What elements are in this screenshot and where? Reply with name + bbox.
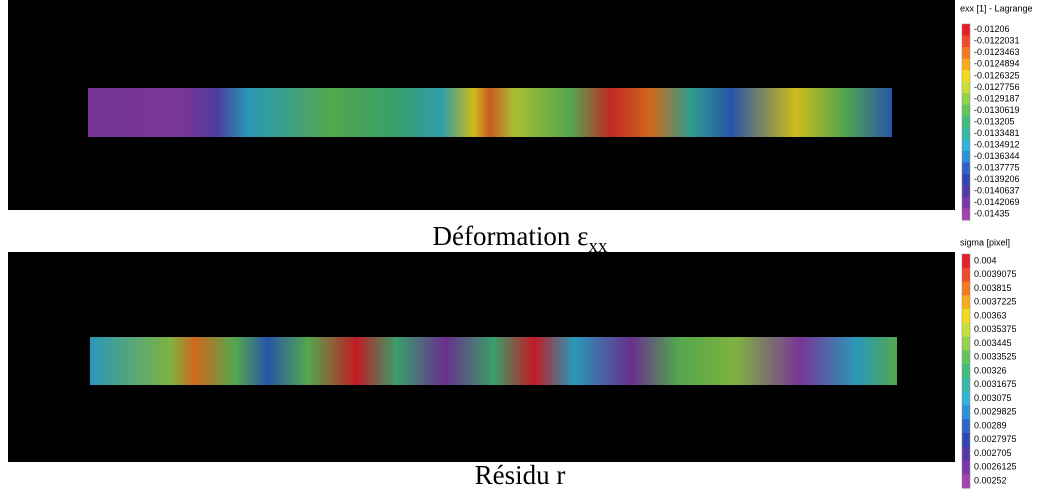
- colorbar-label: 0.00289: [974, 420, 1007, 430]
- colorbar-title: exx [1] - Lagrange: [960, 3, 1033, 13]
- colorbar-swatch: [962, 127, 970, 140]
- colorbar-swatch: [962, 173, 970, 186]
- caption-subscript: xx: [589, 236, 609, 257]
- colorbar-label: 0.0026125: [974, 462, 1017, 472]
- colorbar-swatch: [962, 47, 970, 60]
- colorbar-label: 0.0035375: [974, 324, 1017, 334]
- colorbar-swatch: [962, 267, 970, 283]
- colorbar-label: 0.0031675: [974, 379, 1017, 389]
- colorbar-label: 0.0039075: [974, 269, 1017, 279]
- colorbar-swatch: [962, 446, 970, 461]
- colorbar-swatch: [962, 405, 970, 420]
- colorbar-swatch: [962, 309, 970, 324]
- colorbar-label: -0.0134912: [974, 139, 1020, 149]
- colorbar-label: 0.004: [974, 255, 997, 265]
- colorbar-swatch: [962, 474, 970, 489]
- colorbar-swatch: [962, 336, 970, 351]
- colorbar-label: 0.002705: [974, 448, 1012, 458]
- colorbar-label: -0.0139206: [974, 174, 1020, 184]
- colorbar-swatch: [962, 24, 970, 37]
- colorbar-swatch: [962, 150, 970, 163]
- colorbar-swatch: [962, 419, 970, 434]
- colorbar-label: -0.0140637: [974, 186, 1020, 196]
- colorbar-label: -0.0124894: [974, 59, 1020, 69]
- colorbar-swatch: [962, 58, 970, 71]
- strain-overlay: [88, 88, 892, 137]
- colorbar-label: -0.01206: [974, 24, 1010, 34]
- colorbar-label: -0.01435: [974, 209, 1010, 219]
- colorbar-label: -0.0127756: [974, 82, 1020, 92]
- colorbar-swatch: [962, 185, 970, 198]
- colorbar-label: -0.013205: [974, 116, 1015, 126]
- colorbar-swatch: [962, 295, 970, 310]
- colorbar-swatch: [962, 391, 970, 406]
- colorbar-label: 0.003075: [974, 393, 1012, 403]
- colorbar-swatch: [962, 281, 970, 296]
- colorbar-frame: [961, 23, 971, 221]
- colorbar-label: -0.0133481: [974, 128, 1020, 138]
- colorbar-swatch: [962, 162, 970, 175]
- colorbar-label: 0.003445: [974, 338, 1012, 348]
- colorbar-label: 0.003815: [974, 283, 1012, 293]
- colorbar-swatch: [962, 364, 970, 379]
- colorbar-swatch: [962, 35, 970, 48]
- residual-overlay: [90, 337, 897, 385]
- caption: Résidu r: [475, 460, 566, 490]
- colorbar-label: 0.0033525: [974, 352, 1017, 362]
- colorbar-label: -0.0123463: [974, 47, 1020, 57]
- colorbar-swatch: [962, 460, 970, 475]
- colorbar-label: -0.0126325: [974, 70, 1020, 80]
- colorbar-swatch: [962, 93, 970, 106]
- colorbar-swatch: [962, 116, 970, 129]
- colorbar-label: 0.0029825: [974, 407, 1017, 417]
- colorbar-label: 0.00363: [974, 310, 1007, 320]
- colorbar-title: sigma [pixel]: [960, 237, 1010, 247]
- colorbar-label: -0.0122031: [974, 36, 1020, 46]
- colorbar-swatch: [962, 81, 970, 94]
- colorbar: exx [1] - Lagrange-0.01206-0.0122031-0.0…: [960, 3, 1033, 221]
- colorbar-swatch: [962, 208, 970, 221]
- colorbar-label: -0.0137775: [974, 162, 1020, 172]
- colorbar-swatch: [962, 70, 970, 83]
- colorbar-swatch: [962, 322, 970, 338]
- colorbar-label: 0.00252: [974, 475, 1007, 485]
- caption: Déformation εxx: [432, 221, 608, 257]
- colorbar-swatch: [962, 377, 970, 393]
- colorbar-label: -0.0142069: [974, 197, 1020, 207]
- colorbar-swatch: [962, 139, 970, 152]
- colorbar-swatch: [962, 254, 970, 269]
- colorbar-label: 0.0037225: [974, 297, 1017, 307]
- colorbar-label: -0.0129187: [974, 93, 1020, 103]
- colorbar: sigma [pixel] 0.004 0.0039075 0.003815 0.003…: [960, 237, 1017, 489]
- colorbar-label: -0.0130619: [974, 105, 1020, 115]
- colorbar-swatch: [962, 196, 970, 209]
- colorbar-label: 0.0027975: [974, 434, 1017, 444]
- colorbar-swatch: [962, 432, 970, 448]
- colorbar-frame: [961, 253, 971, 489]
- colorbar-label: -0.0136344: [974, 151, 1020, 161]
- colorbar-label: 0.00326: [974, 365, 1007, 375]
- caption-text: Déformation ε: [432, 221, 588, 251]
- colorbar-swatch: [962, 350, 970, 365]
- colorbar-swatch: [962, 104, 970, 117]
